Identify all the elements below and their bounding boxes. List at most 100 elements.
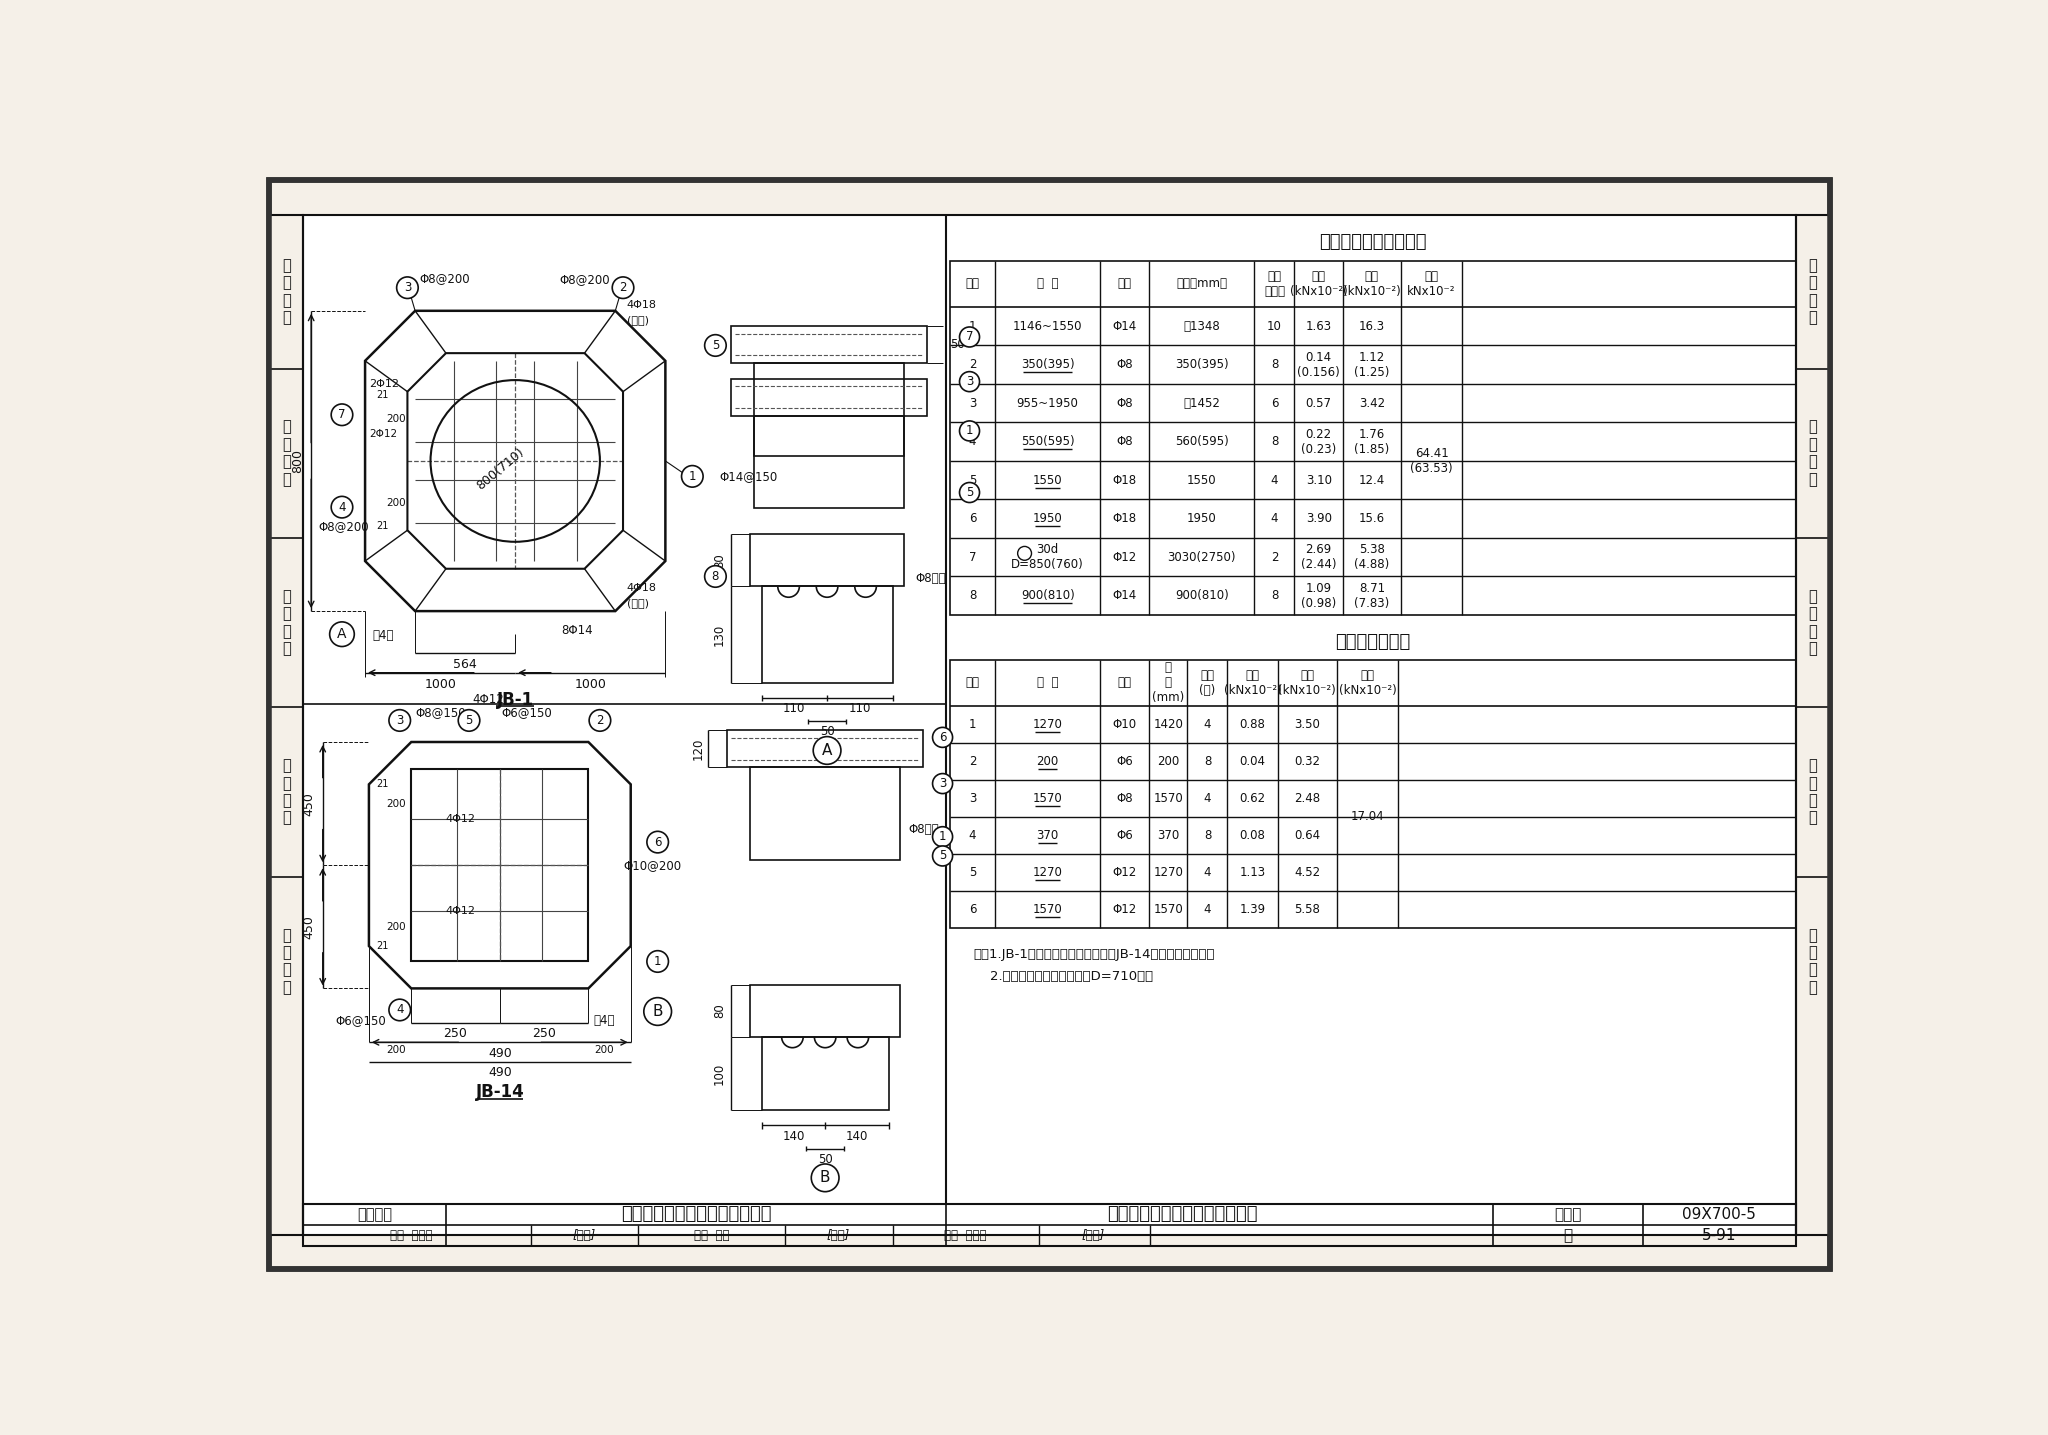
Text: (上排): (上排) bbox=[627, 316, 649, 326]
Text: 200: 200 bbox=[1157, 755, 1180, 768]
Text: 4: 4 bbox=[969, 435, 977, 448]
Text: 单重
(kNx10⁻²): 单重 (kNx10⁻²) bbox=[1290, 270, 1348, 298]
Bar bbox=[731, 379, 928, 416]
Text: 4: 4 bbox=[338, 501, 346, 514]
Text: 490: 490 bbox=[487, 1066, 512, 1079]
Text: 21: 21 bbox=[377, 521, 389, 531]
Text: 3: 3 bbox=[969, 792, 977, 805]
Text: 2.69
(2.44): 2.69 (2.44) bbox=[1300, 544, 1337, 571]
Text: 设
备
安
装: 设 备 安 装 bbox=[283, 759, 291, 825]
Text: 页: 页 bbox=[1563, 1228, 1573, 1243]
Circle shape bbox=[330, 621, 354, 647]
Bar bbox=[950, 660, 1796, 927]
Text: 15.6: 15.6 bbox=[1358, 512, 1384, 525]
Text: Φ8: Φ8 bbox=[1116, 435, 1133, 448]
Text: 1.63: 1.63 bbox=[1307, 320, 1331, 333]
Text: 7: 7 bbox=[338, 408, 346, 422]
Text: 4Φ12: 4Φ12 bbox=[446, 814, 475, 824]
Text: A: A bbox=[338, 627, 346, 641]
Text: 350(395): 350(395) bbox=[1020, 359, 1075, 372]
Circle shape bbox=[932, 773, 952, 794]
Text: Φ8: Φ8 bbox=[1116, 359, 1133, 372]
Text: 供
电
电
源: 供 电 电 源 bbox=[1808, 419, 1817, 486]
Text: 5: 5 bbox=[465, 715, 473, 728]
Text: [签名]: [签名] bbox=[827, 1228, 850, 1241]
Text: 5: 5 bbox=[938, 850, 946, 862]
Text: 4: 4 bbox=[395, 1003, 403, 1016]
Text: 共重
kNx10⁻²: 共重 kNx10⁻² bbox=[1407, 270, 1456, 298]
Text: 8.71
(7.83): 8.71 (7.83) bbox=[1354, 581, 1389, 610]
Text: 2.48: 2.48 bbox=[1294, 792, 1321, 805]
Bar bbox=[268, 369, 303, 538]
Text: 2: 2 bbox=[969, 359, 977, 372]
Text: 6: 6 bbox=[969, 903, 977, 916]
Circle shape bbox=[332, 497, 352, 518]
Text: 机
房
工
程: 机 房 工 程 bbox=[1808, 258, 1817, 326]
Text: 64.41
(63.53): 64.41 (63.53) bbox=[1411, 446, 1452, 475]
Text: 0.04: 0.04 bbox=[1239, 755, 1266, 768]
Text: JB-14: JB-14 bbox=[475, 1083, 524, 1101]
Text: 16.3: 16.3 bbox=[1358, 320, 1384, 333]
Text: 长度（mm）: 长度（mm） bbox=[1176, 277, 1227, 290]
Text: 80: 80 bbox=[713, 552, 725, 568]
Text: 2Φ12: 2Φ12 bbox=[369, 429, 397, 439]
Text: Φ14@150: Φ14@150 bbox=[719, 469, 778, 482]
Text: 3: 3 bbox=[403, 281, 412, 294]
Text: 370: 370 bbox=[1036, 828, 1059, 842]
Text: 8: 8 bbox=[969, 590, 977, 603]
Text: 30d
D=850(760): 30d D=850(760) bbox=[1012, 544, 1083, 571]
Text: 4: 4 bbox=[1204, 718, 1210, 730]
Text: 4: 4 bbox=[1270, 512, 1278, 525]
Circle shape bbox=[682, 465, 702, 486]
Text: 4: 4 bbox=[1204, 865, 1210, 878]
Text: Φ6: Φ6 bbox=[1116, 755, 1133, 768]
Text: 小号直通型人孔、手孔盖板详图: 小号直通型人孔、手孔盖板详图 bbox=[1108, 1205, 1257, 1224]
Text: 0.57: 0.57 bbox=[1307, 396, 1331, 410]
Text: 200: 200 bbox=[387, 799, 406, 808]
Text: 200: 200 bbox=[387, 498, 406, 508]
Text: 21: 21 bbox=[377, 390, 389, 400]
Text: JB-1: JB-1 bbox=[498, 690, 535, 709]
Text: 3: 3 bbox=[395, 715, 403, 728]
Bar bbox=[762, 587, 893, 683]
Bar bbox=[762, 1038, 889, 1111]
Bar bbox=[750, 768, 901, 860]
Text: Φ6@150: Φ6@150 bbox=[502, 706, 553, 719]
Circle shape bbox=[961, 420, 979, 441]
Text: Φ10: Φ10 bbox=[1112, 718, 1137, 730]
Text: 设计  翟兴东: 设计 翟兴东 bbox=[944, 1228, 987, 1241]
Text: 3: 3 bbox=[969, 396, 977, 410]
Circle shape bbox=[332, 405, 352, 426]
Text: 17.04: 17.04 bbox=[1352, 811, 1384, 824]
Text: 6: 6 bbox=[653, 835, 662, 848]
Text: 1.09
(0.98): 1.09 (0.98) bbox=[1300, 581, 1337, 610]
Text: 250: 250 bbox=[444, 1027, 467, 1040]
Text: 200: 200 bbox=[1036, 755, 1059, 768]
Text: Φ18: Φ18 bbox=[1112, 512, 1137, 525]
Text: 1.76
(1.85): 1.76 (1.85) bbox=[1354, 428, 1389, 456]
Text: 8: 8 bbox=[1270, 590, 1278, 603]
Text: 共4个: 共4个 bbox=[594, 1015, 614, 1027]
Text: 0.14
(0.156): 0.14 (0.156) bbox=[1296, 350, 1339, 379]
Text: 140: 140 bbox=[846, 1129, 868, 1142]
Bar bbox=[1796, 215, 1831, 1234]
Text: 450: 450 bbox=[303, 792, 315, 815]
Text: Φ8@150: Φ8@150 bbox=[416, 706, 465, 719]
Text: 编号: 编号 bbox=[965, 277, 979, 290]
Text: 5.38
(4.88): 5.38 (4.88) bbox=[1354, 544, 1389, 571]
Text: 0.88: 0.88 bbox=[1239, 718, 1266, 730]
Text: 简  图: 简 图 bbox=[1036, 277, 1059, 290]
Text: 0.64: 0.64 bbox=[1294, 828, 1321, 842]
Text: 5: 5 bbox=[969, 865, 977, 878]
Text: 总重
(kNx10⁻²): 总重 (kNx10⁻²) bbox=[1343, 270, 1401, 298]
Text: Φ12: Φ12 bbox=[1112, 903, 1137, 916]
Text: 2: 2 bbox=[1270, 551, 1278, 564]
Text: 7: 7 bbox=[969, 551, 977, 564]
Bar bbox=[1796, 215, 1831, 369]
Text: 130: 130 bbox=[713, 623, 725, 646]
Circle shape bbox=[932, 827, 952, 847]
Text: 0.62: 0.62 bbox=[1239, 792, 1266, 805]
Text: 缆
线
数
设: 缆 线 数 设 bbox=[283, 588, 291, 656]
Text: 4Φ18: 4Φ18 bbox=[627, 300, 657, 310]
Text: 8Φ14: 8Φ14 bbox=[561, 624, 594, 637]
